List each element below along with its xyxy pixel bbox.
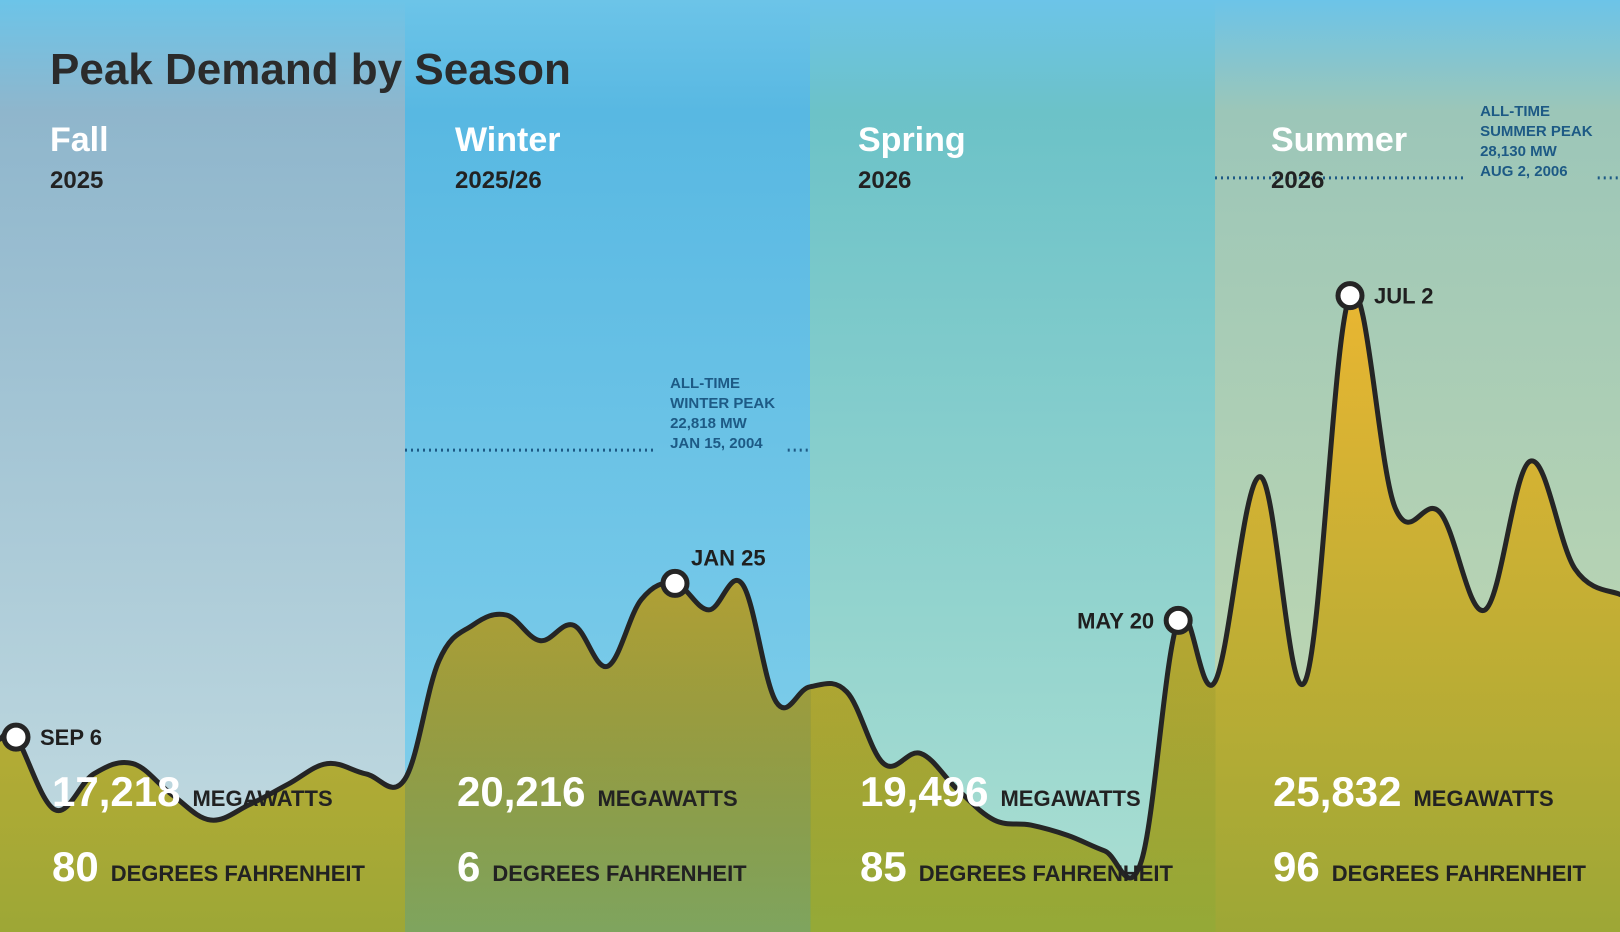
record-note-winter: JAN 15, 2004 [670,435,763,452]
season-year-spring: 2026 [858,167,911,194]
peak-label-winter: JAN 25 [691,545,766,570]
season-name-winter: Winter [455,121,560,159]
peak-label-summer: JUL 2 [1374,284,1434,309]
peak-mw-unit-summer: MEGAWATTS [1413,786,1553,811]
peak-temp-unit-spring: DEGREES FAHRENHEIT [919,861,1174,886]
peak-temp-unit-winter: DEGREES FAHRENHEIT [492,861,747,886]
peak-temp-unit-fall: DEGREES FAHRENHEIT [111,861,366,886]
peak-mw-unit-winter: MEGAWATTS [597,786,737,811]
season-year-fall: 2025 [50,167,103,194]
peak-mw-summer: 25,832 [1273,768,1401,815]
peak-temp-spring: 85 [860,843,907,890]
peak-marker-fall [1,722,31,752]
peak-marker-spring [1163,605,1193,635]
record-note-summer: ALL-TIME [1480,103,1550,120]
peak-marker-winter [660,568,690,598]
peak-mw-unit-fall: MEGAWATTS [192,786,332,811]
record-note-summer: SUMMER PEAK [1480,123,1593,140]
record-note-summer: AUG 2, 2006 [1480,163,1568,180]
season-name-spring: Spring [858,121,966,159]
record-note-winter: WINTER PEAK [670,395,775,412]
peak-temp-winter: 6 [457,843,480,890]
record-note-winter: ALL-TIME [670,375,740,392]
peak-label-fall: SEP 6 [40,725,102,750]
peak-mw-spring: 19,496 [860,768,988,815]
record-lines [405,176,1620,452]
record-note-winter: 22,818 MW [670,415,748,432]
peak-mw-winter: 20,216 [457,768,585,815]
chart-title: Peak Demand by Season [50,45,571,94]
peak-temp-unit-summer: DEGREES FAHRENHEIT [1332,861,1587,886]
peak-label-spring: MAY 20 [1077,608,1154,633]
peak-temp-fall: 80 [52,843,99,890]
season-year-summer: 2026 [1271,167,1324,194]
peak-mw-unit-spring: MEGAWATTS [1000,786,1140,811]
season-name-fall: Fall [50,121,109,159]
peak-temp-summer: 96 [1273,843,1320,890]
record-note-summer: 28,130 MW [1480,143,1558,160]
peak-marker-summer [1335,281,1365,311]
labels: Peak Demand by Season ALL-TIME WINTER PEA… [40,45,1593,890]
season-year-winter: 2025/26 [455,167,542,194]
season-name-summer: Summer [1271,121,1407,159]
peak-mw-fall: 17,218 [52,768,180,815]
peak-markers [1,281,1365,752]
